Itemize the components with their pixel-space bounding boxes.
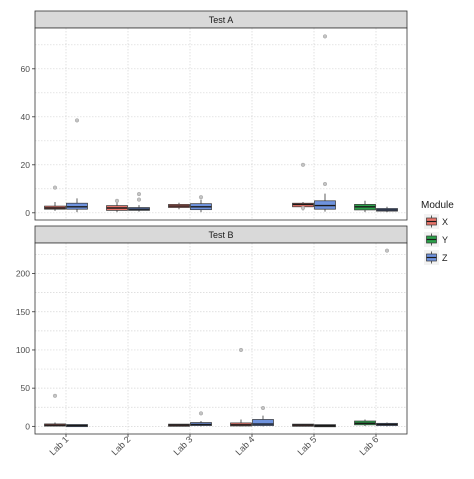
outlier-point [114,198,120,203]
outlier-point [300,205,306,211]
boxplot-X-lab5 [292,162,314,211]
outlier-point [136,197,142,202]
panel-background [35,243,407,434]
boxplot-Z-lab2 [128,192,150,212]
y-tick-label: 0 [25,208,30,218]
outlier-point [322,181,328,187]
boxplot-X-lab2 [106,198,128,213]
outlier-point [52,185,58,190]
panel-background [35,28,407,220]
x-tick-label: Lab 6 [357,434,380,457]
y-tick-label: 20 [21,160,31,170]
y-tick-label: 100 [16,345,30,355]
y-tick-label: 150 [16,307,30,317]
boxplot-Z-lab6 [376,248,398,427]
legend-title: Module [421,200,454,211]
outlier-point [322,34,328,39]
y-tick-label: 0 [25,421,30,431]
panel-title: Test B [208,230,233,240]
y-tick-label: 50 [21,383,31,393]
boxplot-Z-lab5 [314,424,336,428]
boxplot-Z-lab1 [66,118,88,213]
y-tick-label: 60 [21,64,31,74]
y-tick-label: 40 [21,112,31,122]
boxplot-Z-lab1 [66,424,88,428]
boxplot-Y-lab6 [354,200,376,213]
legend-label: Y [442,235,448,245]
boxplot-X-lab1 [44,393,66,427]
x-tick-label: Lab 3 [171,434,194,457]
panel-border [34,242,408,435]
boxplot-X-lab5 [292,423,314,427]
legend-label: Z [442,253,448,263]
boxplot-Z-lab3 [190,195,212,213]
boxplot-X-lab1 [44,185,66,211]
boxplot-X-lab3 [168,423,190,427]
outlier-point [136,192,142,197]
boxplot-Z-lab3 [190,411,212,427]
boxplot-Z-lab6 [376,206,398,213]
outlier-point [198,411,204,416]
boxplot-X-lab3 [168,202,190,210]
outlier-point [238,347,244,353]
panel-border [34,27,408,221]
outlier-point [52,393,58,398]
boxplot-Z-lab4 [252,405,274,427]
box [252,419,274,426]
boxplot-Z-lab5 [314,34,336,212]
x-tick-label: Lab 1 [47,434,70,457]
outlier-point [300,162,306,167]
x-tick-label: Lab 4 [233,434,256,457]
outlier-point [74,118,80,123]
legend-label: X [442,217,448,227]
boxplot-Y-lab6 [354,419,376,426]
outlier-point [260,405,266,411]
panel-title: Test A [209,15,234,25]
outlier-point [198,195,204,200]
x-tick-label: Lab 5 [295,434,318,457]
legend: Module XYZ [421,200,454,265]
y-tick-label: 200 [16,269,30,279]
boxplot-X-lab4 [230,347,252,427]
x-tick-label: Lab 2 [109,434,132,457]
outlier-point [384,248,390,253]
